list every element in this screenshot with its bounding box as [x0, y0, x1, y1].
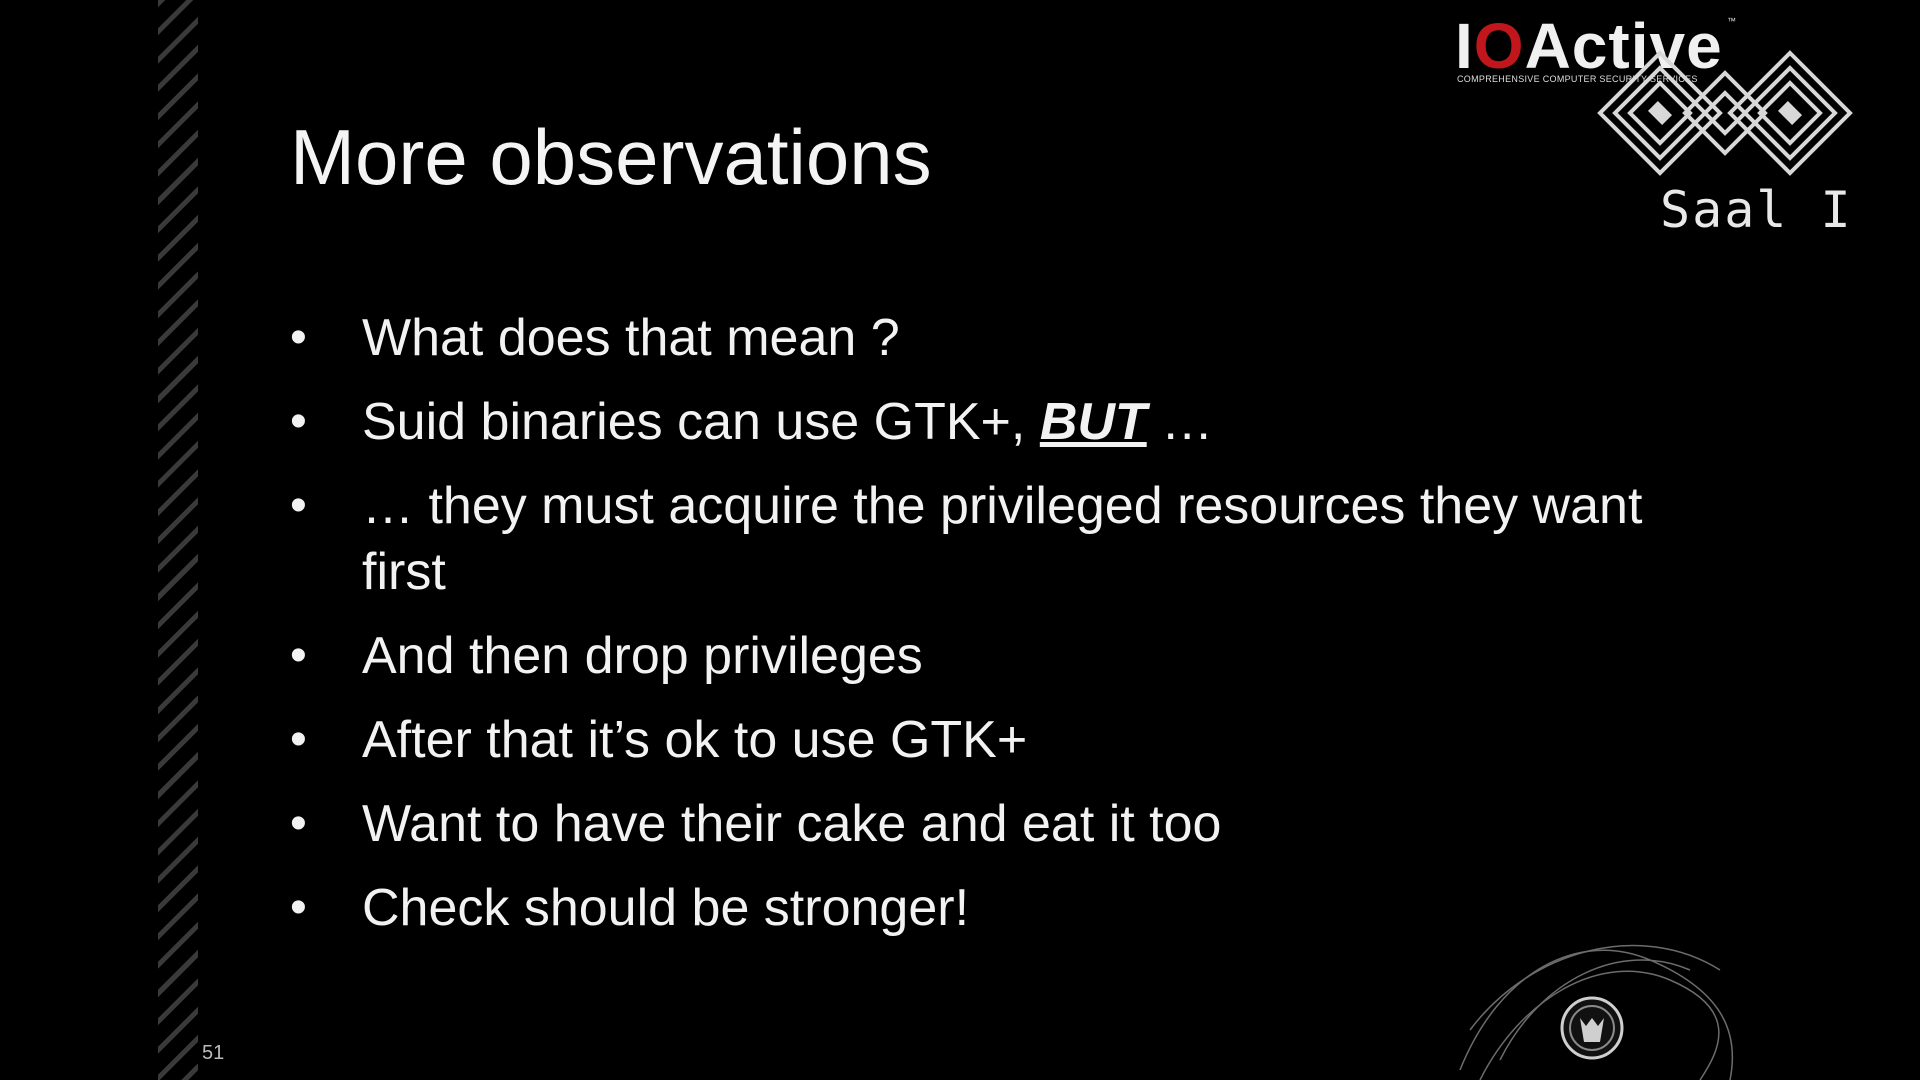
bullet-text: … they must acquire the privileged resou… [362, 477, 1643, 601]
brand-name: IOActive [1455, 14, 1745, 78]
bullet-emphasis: BUT [1039, 393, 1147, 451]
bullet-text: Check should be stronger! [362, 879, 970, 937]
ioactive-logo: IOActive ™ COMPREHENSIVE COMPUTER SECURI… [1455, 14, 1745, 84]
brand-tagline: COMPREHENSIVE COMPUTER SECURITY SERVICES [1457, 74, 1698, 84]
trademark-mark: ™ [1727, 16, 1736, 26]
bullet-text: And then drop privileges [362, 627, 923, 685]
bullet-item: Suid binaries can use GTK+, BUT … [290, 389, 1670, 455]
bullet-text: After that it’s ok to use GTK+ [362, 711, 1028, 769]
brand-name-o: O [1473, 10, 1525, 82]
bullet-item: Want to have their cake and eat it too [290, 791, 1670, 857]
brand-name-pre: I [1455, 10, 1474, 82]
page-number: 51 [202, 1042, 225, 1064]
slide-title: More observations [290, 113, 932, 201]
bullet-item: … they must acquire the privileged resou… [290, 473, 1670, 605]
bullet-list: What does that mean ? Suid binaries can … [290, 305, 1670, 941]
smoke-mascot-icon [1459, 944, 1734, 1080]
bullet-item: What does that mean ? [290, 305, 1670, 371]
diamond-knot-logo-icon [1597, 50, 1853, 176]
bullet-item: After that it’s ok to use GTK+ [290, 707, 1670, 773]
decorative-stripe-bar [158, 0, 198, 1080]
room-label: Saal I [1660, 181, 1853, 239]
bullet-item: And then drop privileges [290, 623, 1670, 689]
bullet-item: Check should be stronger! [290, 875, 1670, 941]
bullet-text: Suid binaries can use GTK+, [362, 393, 1040, 451]
brand-name-post: Active [1524, 10, 1723, 82]
bullet-text: What does that mean ? [362, 309, 900, 367]
bullet-text-tail: … [1146, 393, 1214, 451]
bullet-text: Want to have their cake and eat it too [362, 795, 1222, 853]
